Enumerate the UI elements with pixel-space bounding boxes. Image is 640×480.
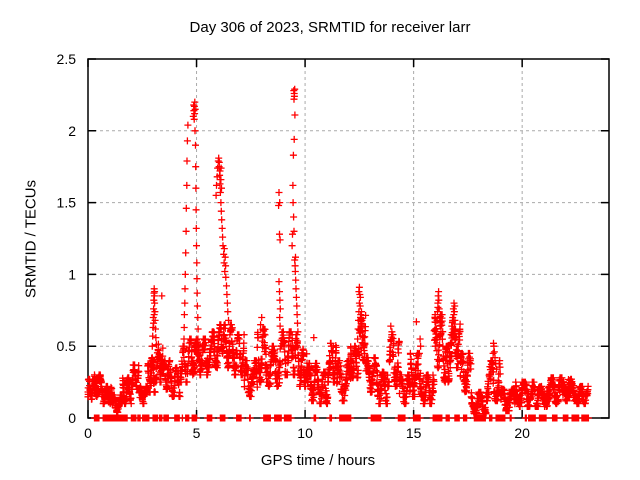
x-tick-label: 10	[297, 425, 313, 441]
x-tick-label: 20	[514, 425, 530, 441]
y-tick-label: 1.5	[57, 195, 77, 211]
y-tick-label: 2.5	[57, 51, 77, 67]
x-tick-label: 5	[193, 425, 201, 441]
y-tick-label: 2	[68, 123, 76, 139]
y-tick-label: 0.5	[57, 338, 77, 354]
y-tick-label: 0	[68, 410, 76, 426]
x-axis-label: GPS time / hours	[260, 452, 376, 469]
x-tick-label: 15	[406, 425, 422, 441]
y-tick-label: 1	[68, 266, 76, 282]
axis-ticks	[87, 58, 609, 419]
chart-title: Day 306 of 2023, SRMTID for receiver lar…	[189, 19, 471, 36]
scatter-points	[84, 85, 592, 422]
x-tick-label: 0	[84, 425, 92, 441]
